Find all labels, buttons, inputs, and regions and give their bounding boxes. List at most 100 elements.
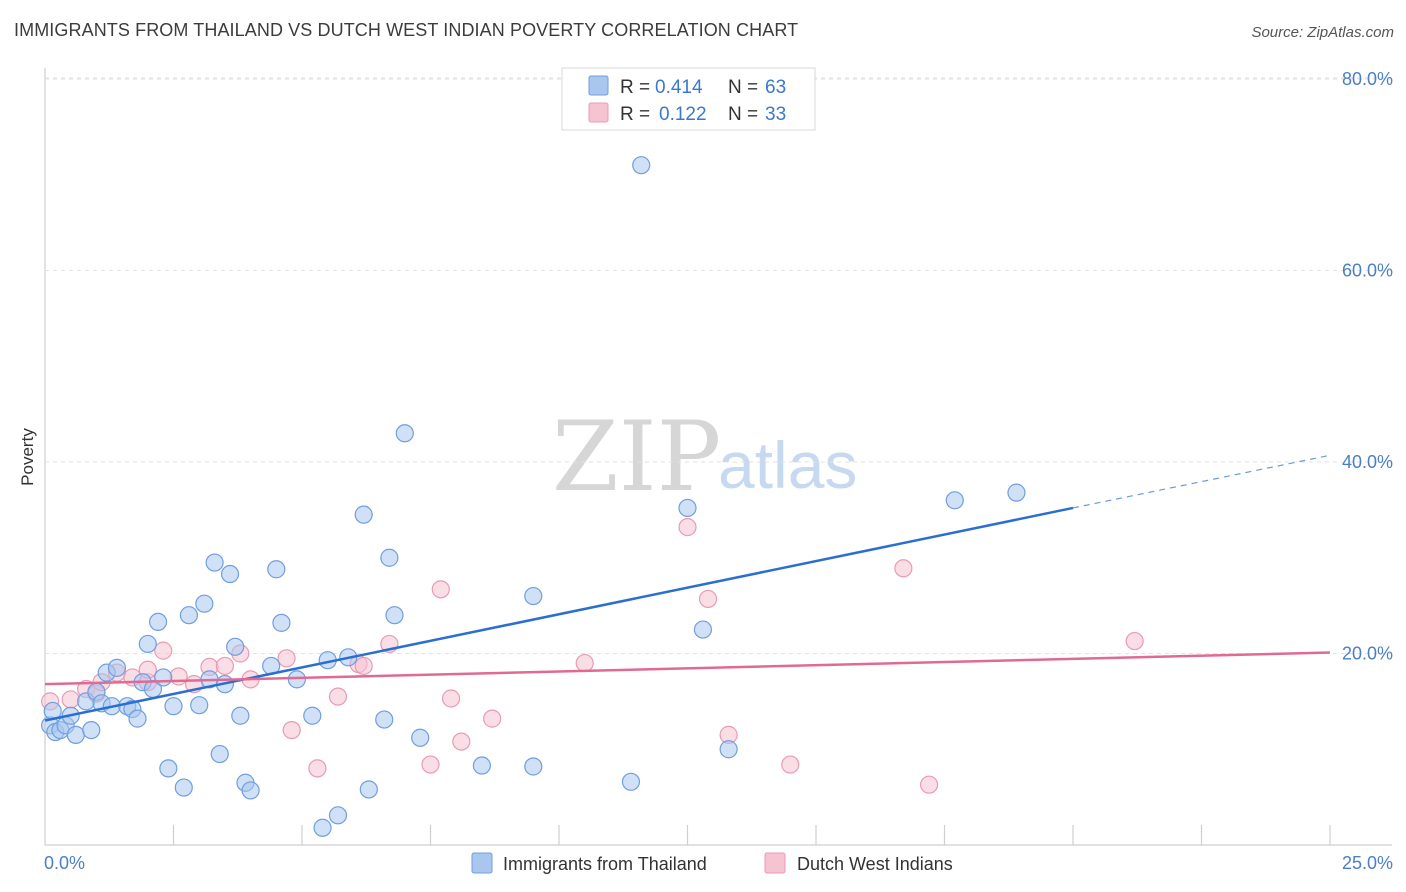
bottom-legend-label-dutch: Dutch West Indians — [797, 854, 953, 874]
thailand-point-29 — [210, 744, 229, 764]
dutch-point-13 — [215, 656, 234, 676]
thailand-point-46 — [359, 780, 378, 799]
y-tick-label-20: 20.0% — [1342, 644, 1393, 664]
thailand-point-28 — [205, 553, 224, 572]
legend-n-label-2: N = — [728, 104, 758, 125]
dutch-point-29 — [678, 518, 697, 537]
thailand-point-35 — [241, 781, 260, 800]
x-axis-ticks — [172, 825, 1331, 845]
watermark-atlas: atlas — [718, 428, 857, 502]
series-thailand-points — [41, 156, 1026, 837]
legend-n-value-1: 63 — [765, 77, 786, 98]
thailand-point-60 — [945, 491, 964, 510]
thailand-point-59 — [719, 740, 738, 759]
dutch-point-18 — [308, 759, 327, 778]
thailand-point-7 — [82, 720, 101, 740]
thailand-point-24 — [179, 606, 199, 625]
legend-n-value-2: 33 — [765, 104, 786, 125]
dutch-point-34 — [919, 775, 939, 794]
dutch-point-32 — [781, 755, 800, 774]
bottom-legend: Immigrants from Thailand Dutch West Indi… — [471, 852, 953, 874]
thailand-point-20 — [154, 668, 173, 687]
y-tick-label-80: 80.0% — [1342, 69, 1393, 89]
thailand-point-49 — [385, 606, 404, 625]
thailand-point-32 — [226, 637, 245, 656]
legend-swatch-blue — [588, 75, 609, 96]
dutch-point-24 — [431, 580, 450, 599]
y-tick-label-60: 60.0% — [1342, 261, 1393, 281]
legend-r-value-2: 0.122 — [659, 104, 707, 125]
dutch-point-25 — [441, 689, 461, 708]
thailand-point-41 — [313, 818, 332, 837]
legend-r-label-2: R = — [620, 104, 650, 125]
source-credit: Source: ZipAtlas.com — [1251, 24, 1394, 41]
thailand-point-39 — [287, 670, 306, 689]
thailand-point-51 — [411, 728, 430, 747]
dutch-point-16 — [277, 649, 296, 668]
thailand-point-33 — [231, 706, 250, 725]
x-tick-label-min: 0.0% — [44, 853, 85, 873]
thailand-point-53 — [524, 586, 543, 606]
trend-lines — [44, 454, 1331, 722]
dutch-point-17 — [282, 720, 301, 740]
dutch-point-9 — [154, 641, 173, 660]
y-tick-label-40: 40.0% — [1342, 452, 1393, 472]
thailand-point-31 — [220, 564, 240, 584]
dutch-point-26 — [452, 732, 471, 751]
dutch-point-33 — [894, 559, 913, 578]
thailand-point-21 — [159, 759, 178, 778]
legend-n-label-1: N = — [728, 77, 758, 98]
dutch-point-19 — [328, 687, 348, 706]
dutch-point-21 — [354, 656, 373, 676]
dutch-point-27 — [483, 709, 502, 728]
thailand-point-26 — [195, 594, 214, 613]
thailand-point-50 — [395, 424, 414, 443]
thailand-point-61 — [1007, 483, 1026, 502]
dutch-point-1 — [61, 690, 80, 709]
dutch-point-10 — [169, 667, 188, 686]
series-dutch-west-indians-points — [41, 518, 1144, 794]
thailand-point-58 — [693, 620, 713, 639]
thailand-point-17 — [138, 634, 157, 654]
y-axis-tick-labels: 20.0% 40.0% 60.0% 80.0% — [1342, 69, 1393, 664]
legend-r-value-1: 0.414 — [655, 77, 703, 98]
thailand-point-37 — [267, 560, 286, 579]
thailand-point-22 — [164, 697, 183, 716]
trend-line-thailand — [44, 506, 1074, 722]
dutch-point-23 — [421, 755, 440, 774]
thailand-point-52 — [472, 756, 491, 775]
watermark-zip: ZIP — [552, 401, 721, 513]
dutch-point-35 — [1125, 631, 1144, 651]
thailand-point-15 — [128, 709, 147, 728]
thailand-point-43 — [328, 806, 348, 825]
thailand-point-54 — [524, 757, 543, 776]
top-legend: R = 0.414 N = 63 R = 0.122 N = 33 — [561, 67, 816, 131]
thailand-point-47 — [375, 710, 394, 729]
thailand-point-56 — [632, 156, 651, 175]
legend-r-label-1: R = — [620, 77, 650, 98]
trend-line-dutch — [44, 651, 1331, 686]
bottom-legend-swatch-thailand — [471, 852, 493, 874]
thailand-point-25 — [190, 696, 209, 715]
thailand-point-48 — [380, 548, 399, 567]
bottom-legend-swatch-dutch — [764, 852, 786, 874]
y-axis-label: Poverty — [18, 428, 37, 486]
chart-title: IMMIGRANTS FROM THAILAND VS DUTCH WEST I… — [14, 20, 799, 40]
trend-line-thailand-extension — [1072, 454, 1331, 509]
dutch-point-28 — [575, 653, 594, 673]
thailand-point-38 — [272, 613, 291, 632]
bottom-legend-label-thailand: Immigrants from Thailand — [503, 854, 707, 874]
x-tick-label-max: 25.0% — [1342, 853, 1393, 873]
dutch-point-30 — [698, 589, 718, 609]
thailand-point-23 — [174, 778, 193, 797]
gridlines — [45, 78, 1392, 654]
thailand-point-57 — [678, 498, 697, 518]
thailand-point-19 — [148, 612, 168, 632]
thailand-point-12 — [107, 658, 127, 677]
legend-swatch-pink — [588, 102, 609, 123]
thailand-point-40 — [303, 706, 322, 725]
thailand-point-5 — [66, 725, 85, 744]
thailand-point-45 — [354, 505, 373, 524]
thailand-point-55 — [621, 772, 641, 791]
